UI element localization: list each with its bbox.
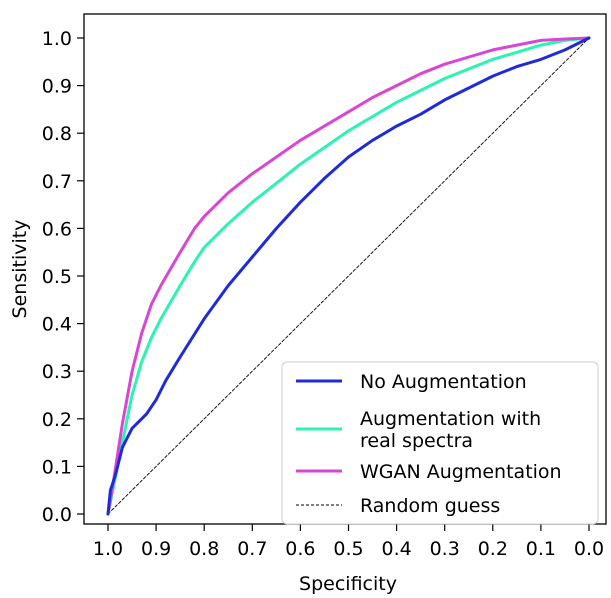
series-line-3 (107, 37, 590, 515)
x-tick-label: 0.0 (574, 538, 604, 560)
series-line-2 (106, 36, 591, 516)
y-axis-label: Sensitivity (9, 220, 31, 319)
y-axis-ticks: 0.0 0.1 0.2 0.3 0.4 0.5 0.6 0.7 0.8 0.9 1.0 (42, 28, 84, 526)
y-tick-label: 0.9 (42, 76, 72, 98)
x-tick-label: 1.0 (93, 538, 123, 560)
y-tick-label: 0.1 (42, 456, 72, 478)
x-tick-label: 0.7 (237, 538, 267, 560)
x-tick-label: 0.9 (141, 538, 171, 560)
plot-lines (106, 36, 591, 516)
x-axis-label: Specificity (299, 573, 397, 595)
y-tick-label: 0.2 (42, 409, 72, 431)
x-tick-label: 0.6 (285, 538, 315, 560)
y-tick-label: 0.6 (42, 218, 72, 240)
x-tick-label: 0.1 (526, 538, 556, 560)
x-axis-ticks: 1.0 0.9 0.8 0.7 0.6 0.5 0.4 0.3 0.2 0.1 0.0 (93, 524, 604, 560)
legend-label: Augmentation with (360, 408, 541, 430)
legend-label: WGAN Augmentation (360, 461, 562, 483)
series-line-0 (106, 36, 591, 516)
y-tick-label: 0.7 (42, 171, 72, 193)
x-tick-label: 0.2 (478, 538, 508, 560)
y-tick-label: 0.8 (42, 123, 72, 145)
legend-box (281, 361, 599, 525)
y-tick-label: 0.3 (42, 361, 72, 383)
legend-label: Random guess (360, 495, 500, 517)
y-tick-label: 0.4 (42, 314, 72, 336)
y-tick-label: 1.0 (42, 28, 72, 50)
legend-label: No Augmentation (360, 371, 527, 393)
x-tick-label: 0.4 (381, 538, 411, 560)
x-tick-label: 0.3 (430, 538, 460, 560)
x-tick-label: 0.8 (189, 538, 219, 560)
y-tick-label: 0.0 (42, 504, 72, 526)
x-tick-label: 0.5 (333, 538, 363, 560)
series-line-1 (106, 36, 591, 516)
y-tick-label: 0.5 (42, 266, 72, 288)
legend-label: real spectra (360, 430, 473, 452)
